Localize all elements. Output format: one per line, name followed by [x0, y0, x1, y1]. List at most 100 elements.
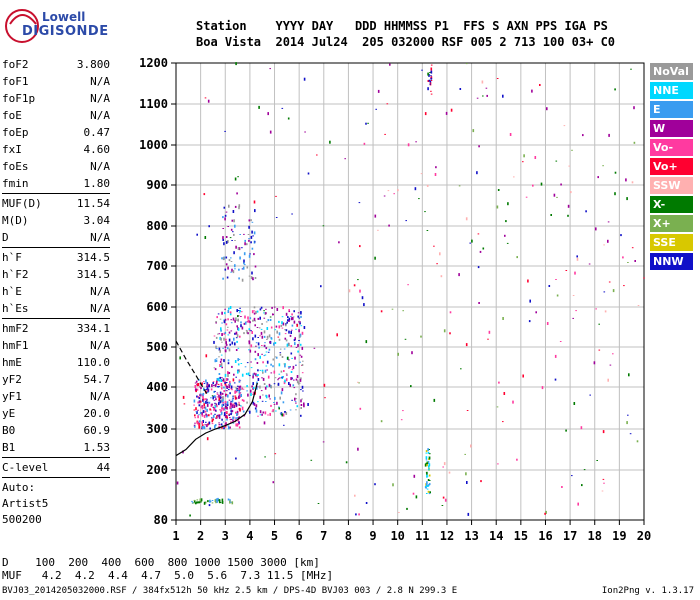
- param-name: h`F: [2, 251, 22, 264]
- echo-point: [291, 377, 293, 380]
- echo-point: [200, 406, 202, 408]
- echo-point: [273, 403, 276, 405]
- echo-point: [276, 308, 279, 311]
- echo-point: [582, 134, 584, 137]
- echo-point: [237, 358, 239, 362]
- echo-point: [292, 384, 295, 387]
- echo-point: [259, 316, 261, 320]
- echo-point: [292, 316, 295, 318]
- echo-point: [227, 498, 230, 501]
- echo-point: [233, 405, 236, 408]
- echo-point: [426, 464, 428, 467]
- echo-point: [214, 395, 216, 398]
- echo-point: [195, 501, 198, 503]
- echo-point: [218, 356, 220, 358]
- echo-point: [297, 381, 300, 385]
- echo-point: [291, 324, 294, 327]
- echo-point: [353, 284, 356, 287]
- echo-point: [196, 388, 199, 391]
- echo-point: [220, 409, 223, 412]
- echo-point: [230, 412, 233, 414]
- echo-point: [259, 308, 262, 311]
- echo-point: [217, 416, 219, 418]
- echo-point: [607, 378, 609, 382]
- echo-point: [218, 424, 221, 426]
- echo-point: [233, 219, 235, 223]
- echo-point: [269, 68, 271, 70]
- echo-point: [237, 176, 239, 178]
- echo-point: [427, 448, 429, 452]
- echo-point: [269, 341, 271, 344]
- echo-point: [222, 347, 224, 349]
- echo-point: [208, 225, 210, 228]
- echo-point: [233, 233, 235, 236]
- echo-point: [286, 343, 289, 347]
- echo-point: [329, 140, 331, 144]
- param-row: foF2 3.800: [2, 56, 110, 73]
- echo-point: [263, 312, 265, 314]
- y-tick-label: 1200: [139, 56, 168, 70]
- echo-point: [205, 421, 207, 423]
- echo-point: [218, 402, 220, 406]
- auto-method: Artist5: [2, 497, 49, 510]
- echo-point: [233, 403, 235, 405]
- echo-point: [293, 320, 296, 324]
- param-row: hmF2 334.1: [2, 320, 110, 337]
- echo-point: [232, 422, 235, 424]
- echo-point: [224, 268, 227, 271]
- echo-point: [237, 315, 239, 318]
- echo-point: [426, 184, 429, 187]
- echo-point: [212, 382, 214, 385]
- echo-point: [428, 493, 431, 495]
- echo-point: [194, 422, 196, 424]
- echo-point: [290, 316, 292, 317]
- echo-point: [232, 378, 235, 382]
- param-value: 3.800: [76, 58, 110, 71]
- echo-point: [609, 364, 612, 366]
- echo-point: [577, 502, 579, 506]
- echo-point: [299, 354, 302, 356]
- echo-point: [283, 424, 285, 426]
- echo-point: [253, 312, 256, 315]
- echo-point: [213, 367, 216, 369]
- echo-point: [211, 395, 214, 397]
- echo-point: [219, 400, 222, 404]
- echo-point: [224, 381, 226, 384]
- echo-point: [387, 190, 390, 192]
- echo-point: [377, 89, 380, 93]
- echo-point: [204, 236, 207, 239]
- echo-point: [215, 403, 218, 407]
- echo-point: [297, 312, 300, 314]
- echo-point: [427, 479, 430, 481]
- echo-point: [236, 309, 238, 313]
- echo-point: [220, 329, 222, 332]
- echo-point: [248, 328, 251, 331]
- echo-point: [429, 80, 432, 83]
- echo-point: [300, 311, 302, 313]
- echo-point: [198, 425, 200, 429]
- echo-point: [359, 407, 362, 410]
- echo-point: [274, 356, 277, 358]
- echo-point: [573, 402, 576, 405]
- echo-point: [252, 277, 254, 281]
- echo-point: [230, 228, 233, 231]
- x-tick-label: 12: [440, 529, 454, 543]
- echo-point: [434, 173, 437, 176]
- param-row: h`F2 314.5: [2, 266, 110, 283]
- echo-point: [301, 398, 303, 400]
- echo-point: [289, 334, 292, 337]
- echo-point: [235, 404, 238, 408]
- echo-point: [228, 204, 230, 208]
- echo-point: [267, 375, 270, 379]
- x-tick-label: 11: [415, 529, 429, 543]
- echo-point: [222, 398, 224, 402]
- echo-point: [301, 385, 304, 389]
- echo-point: [291, 317, 293, 321]
- param-name: foE: [2, 109, 22, 122]
- echo-point: [612, 289, 615, 293]
- echo-point: [268, 348, 271, 351]
- echo-point: [272, 365, 274, 368]
- echo-point: [224, 217, 226, 221]
- echo-point: [544, 512, 546, 515]
- echo-point: [546, 322, 549, 325]
